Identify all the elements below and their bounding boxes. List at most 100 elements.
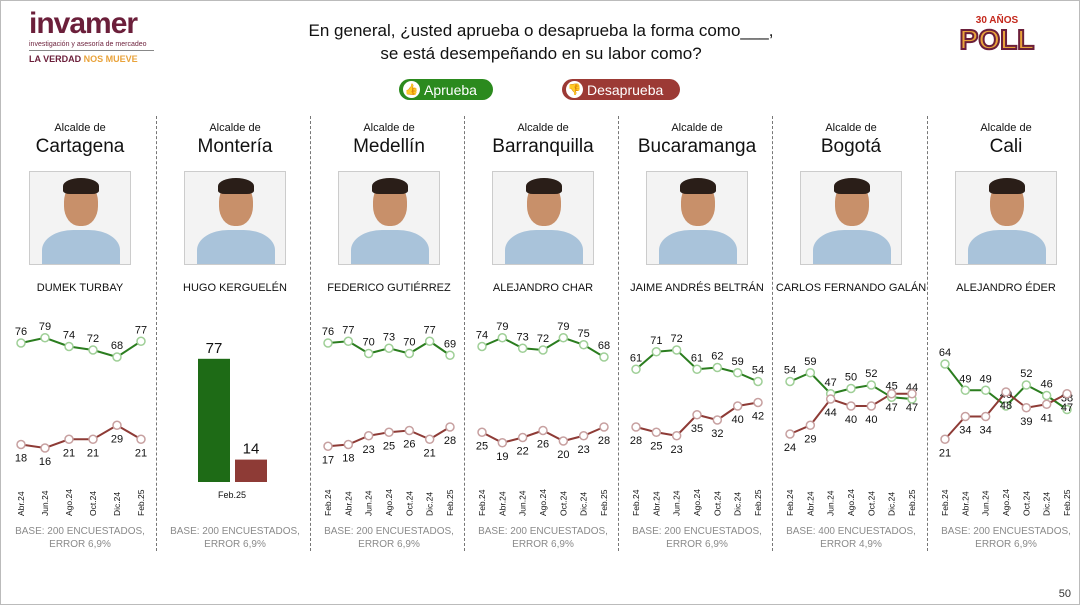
panel-divider — [618, 116, 619, 551]
data-label: 21 — [63, 447, 75, 459]
panel-cartagena: Alcalde de Cartagena DUMEK TURBAY BASE: … — [3, 116, 157, 556]
mayor-photo — [184, 171, 286, 265]
data-label: 40 — [732, 414, 744, 426]
legend-approve-label: Aprueba — [424, 81, 477, 98]
x-tick-label: Feb.24 — [631, 489, 641, 516]
data-point — [497, 333, 508, 343]
data-point — [578, 431, 589, 441]
x-tick-label: Feb.25 — [445, 489, 455, 516]
x-tick-label: Ago.24 — [538, 489, 548, 516]
data-label: 29 — [111, 433, 123, 445]
data-point — [960, 411, 971, 422]
x-tick-label: Jun.24 — [826, 490, 836, 516]
data-point — [323, 338, 333, 348]
x-tick-label: Ago.24 — [846, 489, 856, 516]
tagline-a: LA VERDAD — [29, 54, 84, 64]
data-label: 77 — [135, 324, 147, 336]
panel-title: Alcalde de — [517, 122, 569, 134]
data-point — [497, 438, 508, 448]
data-point — [785, 376, 795, 387]
panel-divider — [464, 116, 465, 551]
chart-cartagena: 76 79 74 72 68 77 18 16 21 21 29 21 Abr.24 Jun.24 Ago.… — [15, 321, 147, 516]
mayor-photo — [646, 171, 748, 265]
data-point — [1021, 380, 1032, 390]
data-point — [136, 434, 146, 444]
base-note: BASE: 200 ENCUESTADOS, ERROR 6,9% — [3, 525, 157, 551]
city-name: Barranquilla — [492, 136, 594, 157]
city-name: Cali — [989, 136, 1023, 157]
x-tick-label: Dic.24 — [733, 492, 743, 516]
data-point — [363, 348, 374, 359]
data-label: 77 — [424, 324, 436, 336]
data-label: 68 — [598, 340, 610, 352]
data-point — [1021, 403, 1032, 413]
panel-divider — [156, 116, 157, 551]
data-point — [692, 364, 702, 374]
data-point — [599, 352, 609, 362]
data-point — [907, 389, 917, 399]
data-label: 18 — [342, 453, 354, 465]
data-label: 73 — [517, 331, 529, 343]
data-point — [112, 352, 122, 362]
base-note: BASE: 200 ENCUESTADOS, ERROR 6,9% — [312, 525, 466, 551]
data-point — [136, 336, 146, 346]
page-number: 50 — [1058, 588, 1071, 600]
x-tick-label: Feb.25 — [218, 490, 246, 500]
x-tick-label: Oct.24 — [1021, 491, 1031, 516]
panel-montería: Alcalde de Montería HUGO KERGUELÉN BASE:… — [158, 116, 312, 556]
data-point — [1041, 390, 1052, 401]
base-note: BASE: 400 ENCUESTADOS, ERROR 4,9% — [774, 525, 928, 551]
base-note: BASE: 200 ENCUESTADOS, ERROR 6,9% — [929, 525, 1080, 551]
data-label: 40 — [865, 414, 877, 426]
x-tick-label: Jun.24 — [518, 490, 528, 516]
data-point — [40, 443, 50, 453]
data-label: 21 — [939, 447, 951, 459]
x-tick-label: Feb.24 — [477, 489, 487, 516]
data-label: 32 — [711, 428, 723, 440]
x-tick-label: Feb.24 — [940, 489, 950, 516]
data-label: 28 — [444, 435, 456, 447]
data-point — [16, 439, 26, 450]
data-label: 47 — [886, 402, 898, 414]
mayor-name: HUGO KERGUELÉN — [183, 282, 287, 294]
mayor-photo — [492, 171, 594, 265]
data-point — [846, 383, 856, 394]
data-point — [445, 350, 455, 360]
x-tick-label: Feb.25 — [907, 489, 917, 516]
mayor-photo — [338, 171, 440, 265]
data-label: 19 — [496, 451, 508, 463]
data-point — [651, 427, 662, 437]
x-tick-label: Feb.25 — [1062, 489, 1072, 516]
data-point — [1001, 387, 1011, 397]
data-point — [980, 411, 991, 422]
data-point — [805, 420, 816, 430]
mayor-photo — [29, 171, 131, 265]
question-line-2: se está desempeñando en su labor como? — [380, 44, 702, 63]
data-label: 49 — [980, 373, 992, 385]
bar-approve — [198, 358, 230, 482]
data-label: 69 — [444, 338, 456, 350]
x-tick-label: Oct.24 — [404, 491, 414, 516]
data-point — [384, 343, 394, 353]
city-name: Medellín — [353, 136, 425, 157]
data-point — [692, 410, 702, 420]
data-point — [112, 420, 122, 430]
x-tick-label: Feb.25 — [599, 489, 609, 516]
mayor-name: DUMEK TURBAY — [36, 282, 124, 294]
x-tick-label: Jun.24 — [672, 490, 682, 516]
x-tick-label: Ago.24 — [64, 489, 74, 516]
data-label: 22 — [517, 446, 529, 458]
data-label: 20 — [557, 449, 569, 461]
data-point — [960, 385, 971, 395]
x-tick-label: Jun.24 — [40, 490, 50, 516]
chart-medellín: 76 77 70 73 70 77 69 17 18 23 25 26 21 28 Feb.24 Abr.24… — [322, 324, 456, 516]
invamer-logo: invamer investigación y asesoría de merc… — [29, 9, 154, 64]
data-label: 64 — [939, 347, 951, 359]
x-tick-label: Dic.24 — [579, 492, 589, 516]
survey-question: En general, ¿usted aprueba o desaprueba … — [251, 19, 831, 65]
data-label: 74 — [63, 330, 75, 342]
data-point — [631, 364, 641, 374]
data-label: 26 — [403, 439, 415, 451]
data-point — [732, 368, 743, 378]
data-point — [477, 427, 487, 437]
